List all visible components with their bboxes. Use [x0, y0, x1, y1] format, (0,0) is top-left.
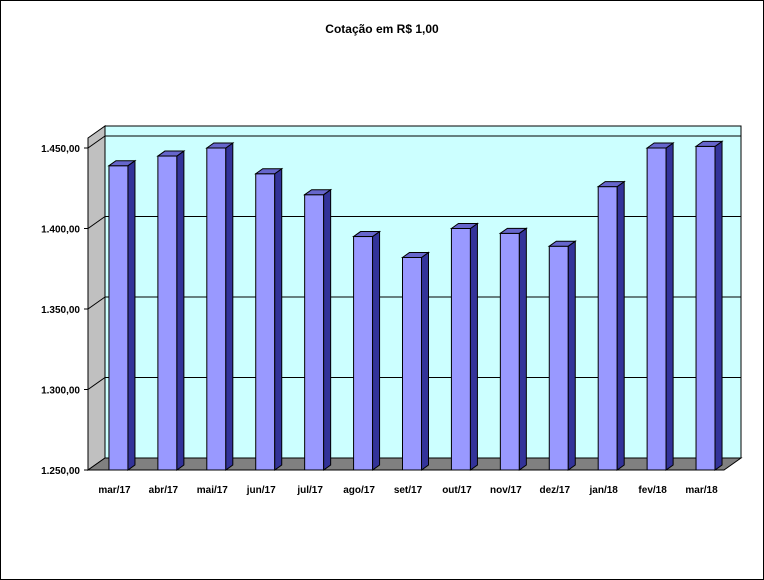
bar-top — [254, 168, 284, 175]
bar-side — [518, 227, 527, 471]
bar-side — [274, 167, 283, 471]
bar-top — [498, 227, 528, 234]
bar-top — [547, 240, 577, 247]
bar — [254, 167, 284, 471]
bar-front — [157, 155, 178, 471]
bar — [498, 227, 528, 471]
x-tick-label: out/17 — [442, 485, 472, 496]
bar-side — [567, 240, 576, 471]
y-tick-label: 1.450,00 — [41, 144, 80, 155]
gridline-side — [87, 377, 106, 390]
bar-side — [372, 230, 381, 471]
bars — [107, 140, 724, 471]
x-tick-label: jun/17 — [246, 485, 276, 496]
x-tick-label: mar/18 — [685, 485, 718, 496]
x-tick-label: fev/18 — [638, 485, 667, 496]
bar-front — [108, 165, 129, 471]
bar — [303, 188, 333, 471]
bar — [449, 222, 479, 471]
y-tick-label: 1.300,00 — [41, 386, 80, 397]
y-tick-label: 1.400,00 — [41, 225, 80, 236]
bar-front — [402, 256, 422, 471]
x-tick-label: mar/17 — [98, 485, 131, 496]
bar-top — [205, 142, 235, 149]
bar-front — [255, 173, 276, 471]
bar-side — [421, 251, 429, 471]
x-tick-label: ago/17 — [343, 485, 375, 496]
y-axis-ticks: 1.250,00 1.300,00 1.350,00 1.400,00 1.450,00 — [41, 144, 88, 477]
bar-top — [449, 223, 479, 229]
bar-side — [127, 159, 136, 471]
bar-front — [695, 145, 716, 471]
x-tick-label: abr/17 — [149, 485, 179, 496]
bar — [156, 150, 186, 471]
bar-side — [616, 180, 625, 471]
bar — [352, 230, 382, 471]
bar — [694, 140, 724, 471]
bar — [596, 180, 626, 471]
bar-side — [225, 142, 234, 471]
bar-top — [303, 189, 333, 196]
bar-front — [206, 147, 227, 471]
chart-title: Cotação em R$ 1,00 — [325, 22, 439, 36]
bar — [205, 142, 235, 471]
bar-front — [499, 232, 520, 471]
bar — [107, 159, 137, 471]
x-tick-label: jan/18 — [589, 485, 619, 496]
bar-front — [450, 228, 471, 471]
side-wall — [87, 125, 106, 471]
bar — [400, 251, 431, 471]
bar-side — [714, 140, 723, 471]
bar-top — [645, 142, 675, 149]
bar-front — [548, 245, 569, 471]
bar-top — [352, 231, 382, 238]
bar-front — [304, 194, 325, 471]
bar — [547, 240, 577, 471]
bar-top — [107, 160, 137, 167]
bar-side — [469, 222, 478, 471]
bar-front — [597, 186, 618, 471]
x-axis-ticks: mar/17 abr/17 mai/17 jun/17 jul/17 ago/17 set/… — [98, 485, 718, 496]
bar-side — [665, 142, 674, 471]
bar-side — [323, 188, 332, 471]
x-tick-label: mai/17 — [197, 485, 229, 496]
bar-side — [176, 150, 185, 471]
x-tick-label: set/17 — [394, 485, 423, 496]
x-tick-label: jul/17 — [296, 485, 323, 496]
gridline-side — [87, 135, 106, 149]
bar-top — [400, 251, 431, 258]
bar-top — [156, 150, 186, 157]
y-tick-label: 1.350,00 — [41, 305, 80, 316]
x-tick-label: nov/17 — [490, 485, 522, 496]
bar-top — [596, 181, 626, 188]
bar — [645, 142, 675, 471]
bar-front — [646, 147, 667, 471]
gridline-side — [87, 296, 106, 310]
x-tick-label: dez/17 — [539, 485, 570, 496]
y-tick-label: 1.250,00 — [41, 466, 80, 477]
bar-top — [694, 140, 724, 147]
gridline-side — [87, 216, 106, 229]
bar-front — [353, 236, 374, 471]
